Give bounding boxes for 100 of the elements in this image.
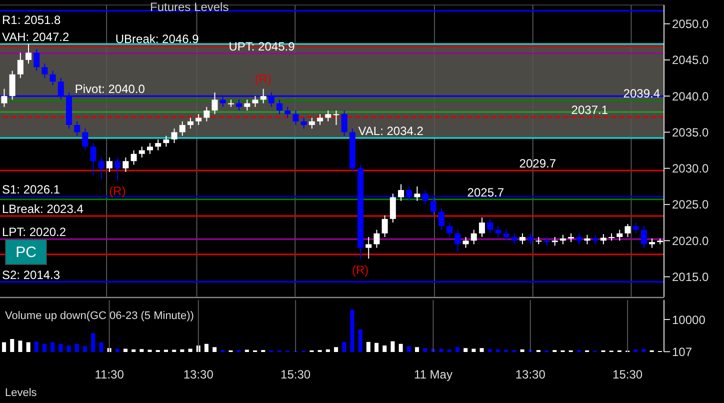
x-tick-label: 15:30 (612, 368, 643, 382)
candlestick (236, 99, 242, 112)
candlestick (163, 135, 170, 148)
bar (634, 349, 638, 352)
candlestick (98, 157, 104, 180)
bar (204, 344, 208, 352)
ref-line-label: VAH: 2047.2 (2, 30, 70, 44)
bar (496, 349, 500, 352)
bar (123, 348, 128, 352)
candlestick (50, 70, 56, 86)
candlestick (155, 138, 162, 151)
candlestick (398, 184, 404, 202)
candlestick (130, 150, 137, 166)
bar (115, 348, 120, 352)
candlestick (446, 222, 453, 238)
candlestick (179, 120, 186, 136)
candlestick (74, 120, 80, 136)
x-tick-label: 13:30 (515, 368, 546, 382)
bar (132, 349, 136, 352)
candlestick (308, 117, 315, 130)
candlestick (333, 110, 340, 126)
candlestick (82, 128, 88, 151)
y-tick-label: 2050.0 (672, 17, 710, 32)
bar (374, 342, 379, 352)
candlestick (122, 157, 129, 172)
y-tick-label: 107 (672, 344, 692, 359)
bar (188, 348, 192, 352)
candlestick (406, 186, 412, 202)
bar (34, 342, 38, 352)
candlestick (519, 232, 526, 245)
x-tick-label: 15:30 (280, 368, 311, 382)
candlestick (17, 52, 24, 78)
annotation: (R) (350, 262, 370, 277)
bar (2, 342, 6, 352)
candlestick (276, 99, 283, 115)
candlestick (284, 106, 291, 118)
bar (50, 342, 55, 352)
bar (99, 342, 104, 352)
candlestick (430, 196, 436, 216)
candlestick (616, 229, 623, 242)
candlestick (438, 208, 444, 230)
candlestick (576, 232, 582, 245)
x-tick-label: 11 May (414, 368, 452, 382)
candlestick (632, 222, 639, 234)
candlestick (414, 186, 420, 202)
bar (382, 346, 387, 352)
candlestick (341, 110, 348, 136)
bar (140, 349, 144, 352)
ref-line-label: VAL: 2034.2 (358, 124, 424, 138)
bar (455, 347, 460, 352)
candlestick (511, 232, 518, 245)
candlestick (462, 236, 469, 248)
candlestick (640, 226, 647, 248)
candlestick (106, 157, 112, 172)
bar (439, 348, 444, 352)
candlestick (204, 106, 210, 122)
x-tick-label: 11:30 (94, 368, 124, 382)
candlestick (454, 229, 461, 252)
ref-line-label: R1: 2051.8 (2, 12, 62, 27)
bar (398, 344, 403, 352)
bar (415, 347, 419, 352)
candlestick (478, 216, 485, 238)
y-tick-label: 10000 (672, 312, 706, 327)
bar (66, 346, 71, 352)
annotation: (R) (108, 184, 127, 198)
bar (447, 349, 452, 352)
candlestick (260, 88, 266, 104)
bar (334, 347, 338, 352)
bar (480, 348, 484, 352)
bar (350, 310, 354, 352)
bar (58, 344, 63, 352)
candlestick (366, 236, 372, 260)
bar (212, 347, 217, 352)
candlestick (470, 229, 477, 245)
candlestick (187, 117, 194, 130)
candlestick (649, 238, 656, 248)
candlestick (528, 232, 534, 245)
x-tick-label: 13:30 (183, 368, 214, 382)
ref-line-label: LBreak: 2023.4 (2, 202, 84, 216)
candlestick (390, 193, 396, 224)
ref-line-label: 2029.7 (519, 156, 556, 171)
candlestick (592, 234, 598, 245)
bar (423, 348, 428, 352)
bar (26, 342, 30, 352)
candlestick (34, 48, 40, 72)
y-tick-label: 2045.0 (672, 53, 710, 68)
bar (91, 333, 96, 352)
bar (464, 348, 468, 352)
candlestick (138, 146, 145, 158)
candlestick (325, 110, 332, 122)
candlestick (300, 117, 307, 130)
candlestick (503, 229, 510, 242)
ref-line-label: S1: 2026.1 (2, 182, 60, 197)
bar (10, 339, 14, 352)
bar (406, 346, 411, 352)
candlestick (114, 157, 121, 182)
candlestick (146, 142, 153, 154)
candlestick (495, 226, 502, 238)
bar (326, 349, 330, 352)
ref-line-label: LPT: 2020.2 (2, 225, 66, 240)
